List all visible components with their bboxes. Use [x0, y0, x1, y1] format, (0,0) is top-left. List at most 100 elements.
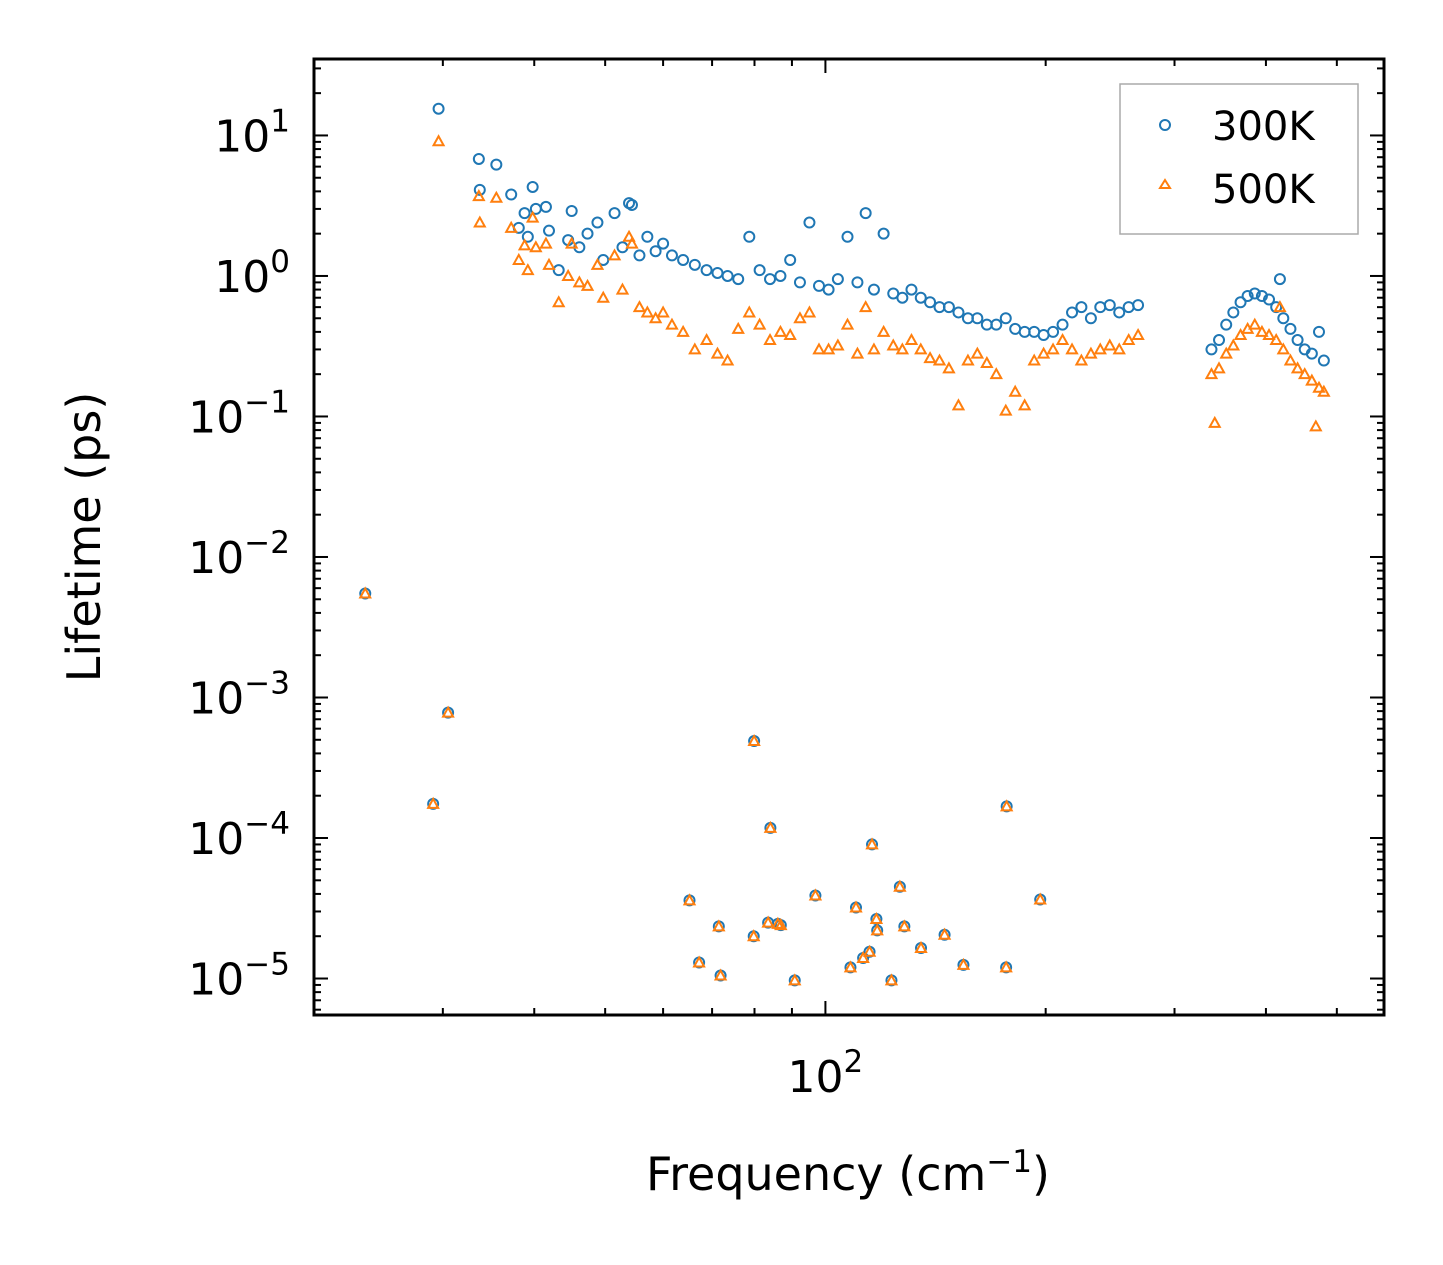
point-500k: [731, 321, 745, 334]
point-500k: [590, 257, 605, 270]
point-500k: [897, 919, 912, 932]
point-300k: [490, 158, 503, 171]
y-tick-label: 10−2: [188, 525, 290, 584]
y-tick-label: 10−4: [188, 806, 290, 865]
point-300k: [665, 249, 678, 262]
point-300k: [743, 230, 756, 243]
point-500k: [1055, 332, 1070, 346]
point-300k: [1248, 287, 1261, 300]
point-300k: [1263, 293, 1276, 306]
point-500k: [869, 911, 884, 925]
point-500k: [1233, 327, 1248, 341]
point-500k: [640, 305, 655, 318]
y-tick-labels: 101 100 10−1 10−2 10−3 10−4 10−5: [188, 103, 290, 1005]
point-300k: [952, 306, 965, 319]
point-500k: [504, 220, 518, 233]
point-300k: [1312, 325, 1325, 338]
point-500k: [849, 900, 863, 913]
point-300k: [649, 245, 662, 258]
point-300k: [1234, 296, 1247, 309]
point-300k: [764, 273, 777, 286]
point-500k: [914, 940, 928, 953]
point-500k: [865, 837, 879, 850]
plot-points: [358, 102, 1331, 987]
plot-frame: [312, 57, 1386, 1017]
legend-box: [1119, 83, 1359, 235]
point-500k: [625, 236, 639, 249]
point-500k: [812, 342, 826, 355]
point-500k: [1208, 415, 1222, 428]
point-500k: [596, 290, 610, 303]
point-500k: [999, 960, 1013, 973]
point-500k: [774, 918, 788, 931]
point-500k: [761, 915, 775, 928]
point-500k: [1219, 346, 1233, 359]
point-500k: [1212, 361, 1226, 374]
point-500k: [876, 324, 891, 337]
point-500k: [622, 229, 636, 242]
point-500k: [867, 342, 881, 355]
point-500k: [676, 324, 690, 337]
legend-marker-300k: [1159, 119, 1171, 131]
x-axis-label-main: Frequency (cm: [646, 1147, 986, 1201]
point-300k: [1284, 322, 1297, 335]
point-300k: [518, 207, 531, 220]
y-tick-label: 10−5: [188, 947, 290, 1006]
point-500k: [886, 338, 900, 351]
point-500k: [529, 240, 543, 253]
point-500k: [932, 353, 947, 366]
point-500k: [561, 268, 575, 281]
point-300k: [822, 283, 835, 296]
point-500k: [1312, 380, 1326, 393]
point-500k: [692, 955, 706, 968]
point-500k: [552, 295, 566, 308]
point-500k: [1112, 342, 1126, 355]
point-300k: [657, 237, 670, 250]
point-500k: [763, 820, 778, 833]
point-500k: [525, 210, 540, 223]
point-500k: [665, 317, 679, 330]
point-500k: [884, 973, 899, 986]
point-300k: [700, 264, 713, 277]
point-500k: [840, 317, 855, 330]
x-axis-label-end: ): [1032, 1147, 1050, 1201]
x-axis-label: Frequency (cm−1): [646, 1144, 1050, 1201]
point-300k: [1084, 312, 1097, 325]
point-300k: [1132, 299, 1145, 312]
point-500k: [747, 733, 761, 747]
point-500k: [856, 950, 870, 963]
point-300k: [774, 269, 787, 282]
point-300k: [1241, 290, 1254, 303]
point-500k: [710, 346, 725, 359]
point-500k: [773, 324, 788, 337]
point-300k: [641, 230, 654, 243]
point-500k: [712, 919, 726, 932]
point-500k: [1093, 342, 1107, 355]
point-500k: [802, 305, 817, 318]
point-500k: [850, 346, 865, 359]
point-300k: [688, 258, 701, 271]
point-300k: [999, 312, 1012, 325]
point-300k: [1220, 318, 1233, 331]
point-500k: [1276, 342, 1291, 355]
point-300k: [867, 283, 880, 296]
point-500k: [472, 189, 486, 202]
point-300k: [924, 296, 937, 309]
point-500k: [713, 968, 728, 981]
point-500k: [572, 275, 587, 288]
point-500k: [1255, 324, 1269, 337]
y-tick-label: 101: [214, 103, 290, 162]
point-500k: [542, 257, 556, 270]
point-300k: [1205, 343, 1218, 356]
point-500k: [517, 238, 532, 251]
point-500k: [1317, 384, 1331, 397]
point-500k: [1131, 327, 1145, 341]
point-300k: [1317, 354, 1330, 367]
point-500k: [1290, 361, 1305, 374]
point-500k: [1084, 346, 1098, 359]
point-500k: [893, 879, 907, 892]
point-500k: [1297, 367, 1312, 380]
point-500k: [648, 311, 663, 324]
point-300k: [1227, 306, 1240, 319]
